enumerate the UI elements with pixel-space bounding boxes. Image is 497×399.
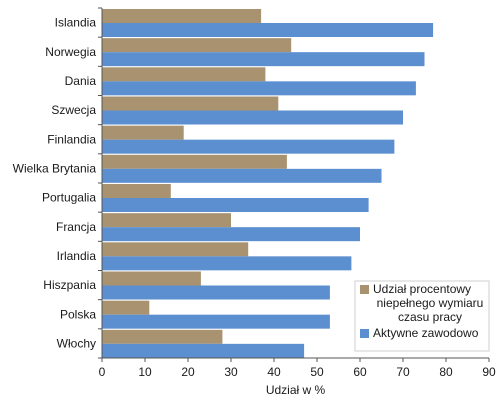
x-axis-title: Udział w %	[266, 383, 326, 397]
x-tick-label: 20	[181, 365, 195, 379]
category-label: Irlandia	[57, 249, 97, 263]
bar-active-10	[102, 314, 330, 329]
bar-part-time-9	[102, 271, 201, 286]
x-tick-label: 10	[138, 365, 152, 379]
legend-swatch-1	[360, 329, 369, 338]
bar-part-time-3	[102, 96, 279, 111]
category-label: Wielka Brytania	[13, 161, 97, 175]
bar-part-time-4	[102, 125, 184, 140]
category-label: Włochy	[57, 336, 96, 350]
x-tick-label: 40	[267, 365, 281, 379]
bar-part-time-2	[102, 67, 266, 82]
bar-part-time-7	[102, 213, 231, 228]
category-label: Norwegia	[45, 45, 96, 59]
category-label: Hiszpania	[43, 278, 96, 292]
bar-active-7	[102, 227, 360, 242]
x-tick-label: 90	[482, 365, 496, 379]
x-tick-label: 70	[396, 365, 410, 379]
bar-active-4	[102, 139, 395, 154]
legend-entry-text: niepełnego wymiaru	[377, 296, 484, 310]
x-tick-label: 80	[439, 365, 453, 379]
bar-part-time-0	[102, 9, 262, 23]
bar-active-6	[102, 198, 369, 212]
bar-part-time-1	[102, 38, 292, 53]
bar-active-2	[102, 81, 416, 96]
category-label: Szwecja	[51, 103, 96, 117]
bars-group	[102, 9, 434, 358]
legend-swatch-0	[360, 285, 369, 294]
bar-active-8	[102, 256, 352, 271]
bar-active-9	[102, 285, 330, 300]
bar-active-1	[102, 52, 425, 67]
x-tick-label: 30	[224, 365, 238, 379]
category-label: Francja	[56, 220, 96, 234]
x-tick-label: 50	[310, 365, 324, 379]
bar-active-11	[102, 343, 305, 358]
bar-part-time-11	[102, 329, 223, 344]
category-label: Finlandia	[47, 132, 96, 146]
bar-part-time-10	[102, 300, 150, 315]
x-tick-label: 0	[99, 365, 106, 379]
category-label: Islandia	[55, 16, 97, 30]
category-label: Portugalia	[42, 191, 96, 205]
x-tick-label: 60	[353, 365, 367, 379]
bar-active-0	[102, 23, 434, 37]
legend-entry-text: czasu pracy	[398, 310, 462, 324]
category-label: Polska	[60, 307, 96, 321]
bar-active-5	[102, 168, 382, 183]
x-axis: 0 10 20 30 40 50 60 70 80 90	[98, 7, 496, 379]
bar-part-time-5	[102, 154, 287, 169]
bar-part-time-6	[102, 184, 171, 198]
legend-box	[354, 280, 490, 352]
bar-part-time-8	[102, 242, 249, 257]
bar-active-3	[102, 110, 403, 125]
legend-entry-text: Udział procentowy	[373, 282, 471, 296]
category-label: Dania	[65, 74, 97, 88]
category-labels: Islandia Norwegia Dania Szwecja Finlandia Wie…	[13, 16, 97, 351]
legend-entry-text: Aktywne zawodowo	[373, 326, 479, 340]
